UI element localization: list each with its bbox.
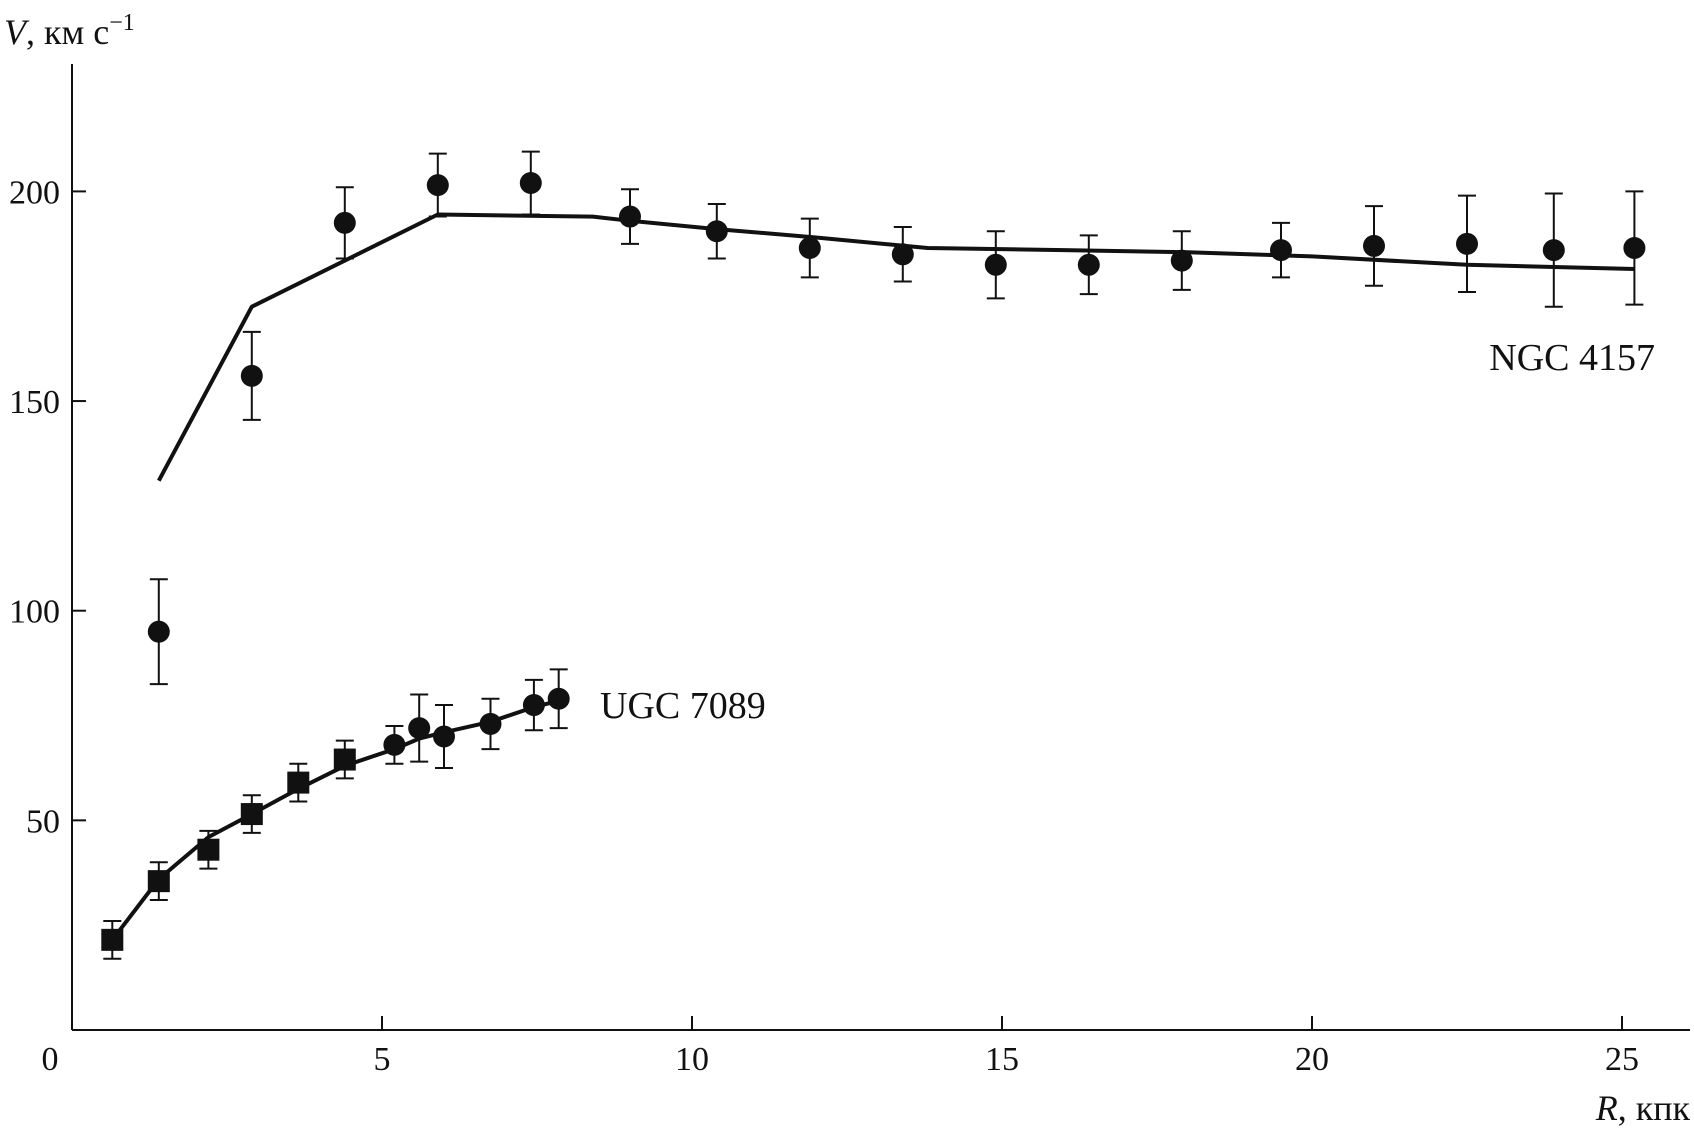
data-point-circle	[433, 725, 455, 748]
data-point-circle	[522, 694, 545, 717]
data-point-circle	[1456, 232, 1478, 255]
y-axis-unit: , км с	[26, 12, 109, 52]
y-axis-symbol: V	[4, 12, 30, 52]
x-tick-label: 20	[1295, 1041, 1329, 1078]
model-curve	[110, 698, 560, 942]
data-point-circle	[333, 211, 356, 234]
data-point-square	[197, 838, 220, 861]
x-tick-label: 5	[374, 1041, 391, 1078]
data-point-circle	[147, 620, 170, 643]
y-axis-unit-exponent: −1	[109, 10, 135, 36]
y-tick-label: 50	[26, 803, 60, 840]
data-point-circle	[619, 205, 641, 228]
y-tick-label: 200	[9, 174, 60, 211]
data-point-circle	[519, 172, 542, 195]
y-axis-title: V, км с−1	[4, 10, 135, 52]
data-point-circle	[1077, 253, 1100, 276]
data-point-circle	[705, 220, 728, 243]
data-point-circle	[1542, 239, 1565, 262]
data-point-square	[101, 928, 124, 951]
x-axis-title: R, кпк	[1595, 1088, 1691, 1128]
data-point-circle	[383, 733, 406, 756]
y-tick-label: 150	[9, 384, 60, 421]
data-point-circle	[798, 237, 821, 260]
data-point-square	[147, 870, 170, 893]
x-axis-symbol: R	[1595, 1088, 1618, 1128]
data-point-circle	[1170, 249, 1193, 272]
data-point-circle	[240, 364, 263, 387]
x-tick-label: 25	[1605, 1041, 1639, 1078]
data-point-square	[287, 771, 310, 794]
x-tick-label: 15	[985, 1041, 1019, 1078]
data-point-circle	[426, 174, 449, 197]
series-layer	[101, 150, 1646, 960]
x-tick-label: 0	[42, 1041, 59, 1078]
axes	[71, 64, 1690, 1031]
data-point-square	[240, 803, 263, 826]
data-point-circle	[1363, 234, 1385, 257]
data-point-circle	[547, 687, 570, 710]
series-0	[147, 150, 1646, 686]
data-point-circle	[984, 253, 1007, 276]
series-label-ugc-7089: UGC 7089	[600, 685, 766, 727]
x-tick-label: 10	[675, 1041, 709, 1078]
data-point-circle	[891, 243, 914, 266]
series-label-ngc-4157: NGC 4157	[1489, 337, 1655, 379]
series-1	[101, 668, 570, 960]
x-ticks: 0 5 10 15 20 25	[42, 1016, 1639, 1078]
x-axis-unit: , кпк	[1618, 1088, 1691, 1128]
data-point-circle	[1623, 237, 1646, 260]
data-point-circle	[408, 717, 431, 740]
data-point-square	[333, 748, 356, 771]
data-point-circle	[1270, 239, 1292, 262]
y-tick-label: 100	[9, 594, 60, 631]
data-point-circle	[479, 712, 502, 735]
y-ticks: 50 100 150 200	[9, 174, 86, 840]
